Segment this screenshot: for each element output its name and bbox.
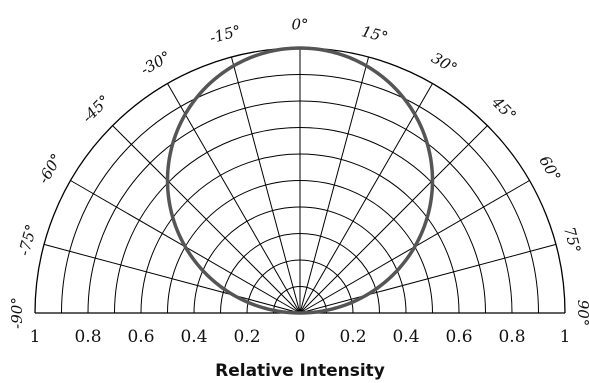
data-point	[166, 179, 169, 182]
angle-grid-line	[299, 56, 370, 314]
data-point	[414, 113, 416, 115]
series-layer	[165, 46, 435, 315]
radial-tick-label: 0.2	[339, 327, 366, 347]
angle-grid-line	[230, 56, 301, 314]
x-axis-title: Relative Intensity	[215, 361, 385, 381]
data-point	[299, 312, 301, 314]
angle-label: -75°	[15, 222, 41, 257]
angle-label: 15°	[359, 22, 389, 46]
angle-grid-line	[167, 83, 301, 314]
data-point	[233, 294, 235, 296]
angle-grid-line	[299, 243, 557, 314]
data-point	[233, 65, 235, 67]
data-point	[184, 246, 186, 248]
data-point	[414, 246, 416, 248]
angle-label: -15°	[208, 22, 243, 48]
radial-tick-label: 0.2	[233, 327, 260, 347]
radial-tick-label: 0.6	[445, 327, 472, 347]
angle-grid-line	[112, 125, 301, 314]
radial-tick-label: 0.8	[74, 327, 101, 347]
radial-tick-label: 0.4	[392, 327, 419, 347]
radial-tick-label: 0.8	[498, 327, 525, 347]
angle-label: 30°	[428, 49, 460, 78]
angle-label: -45°	[78, 91, 113, 126]
radial-tick-label: 0	[295, 327, 306, 347]
angle-grid-line	[43, 243, 301, 314]
data-point	[365, 294, 367, 296]
angle-grid-line	[299, 83, 433, 314]
polar-grid	[34, 47, 566, 314]
angle-label: -60°	[34, 150, 65, 186]
angle-label: -30°	[137, 47, 173, 78]
angle-label: 60°	[535, 153, 564, 185]
radial-tick-label: 1	[560, 327, 571, 347]
radial-tick-label: 0.6	[127, 327, 154, 347]
data-point	[184, 113, 186, 115]
data-point	[365, 65, 367, 67]
angle-grid-line	[299, 125, 488, 314]
angle-label: -90°	[8, 297, 26, 329]
data-point	[299, 47, 301, 49]
angle-label: 90°	[574, 300, 589, 327]
radial-tick-label: 0.4	[180, 327, 207, 347]
angle-label: 45°	[488, 93, 520, 125]
angle-label: 0°	[291, 16, 308, 34]
radial-tick-label: 1	[30, 327, 41, 347]
angle-label: 75°	[560, 225, 584, 255]
data-point	[431, 179, 434, 182]
label-layer: -90° -75° -60° -45° -30° -15° 0° 15° 30° 45° 60° 75…	[8, 16, 589, 348]
